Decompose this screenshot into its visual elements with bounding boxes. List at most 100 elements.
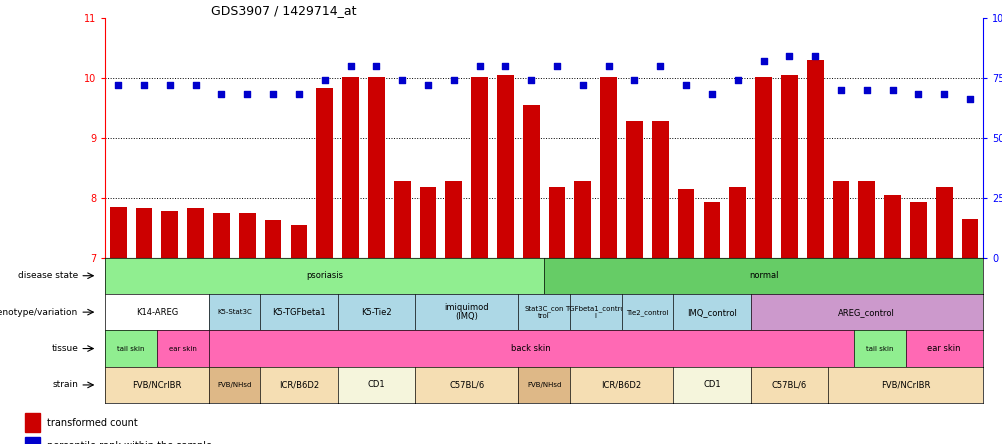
- Bar: [935, 187, 952, 258]
- Point: [471, 62, 487, 69]
- Text: IMQ_control: IMQ_control: [686, 308, 736, 317]
- Text: K5-Stat3C: K5-Stat3C: [216, 309, 252, 315]
- Bar: [187, 208, 203, 258]
- Point: [961, 96, 977, 103]
- Bar: [445, 181, 462, 258]
- Point: [781, 52, 797, 59]
- Bar: [471, 76, 488, 258]
- Bar: [574, 181, 590, 258]
- Bar: [394, 181, 410, 258]
- Point: [884, 86, 900, 93]
- Point: [110, 81, 126, 88]
- Text: C57BL/6: C57BL/6: [449, 381, 484, 389]
- Point: [600, 62, 616, 69]
- Text: tail skin: tail skin: [865, 345, 893, 352]
- Point: [626, 76, 642, 83]
- Point: [317, 76, 333, 83]
- Point: [265, 91, 281, 98]
- Point: [161, 81, 177, 88]
- Bar: [110, 206, 126, 258]
- Bar: [755, 76, 772, 258]
- Bar: [161, 211, 178, 258]
- Point: [729, 76, 745, 83]
- Text: psoriasis: psoriasis: [306, 271, 343, 280]
- Point: [935, 91, 951, 98]
- Text: imiquimod
(IMQ): imiquimod (IMQ): [444, 303, 489, 321]
- Point: [677, 81, 693, 88]
- Text: FVB/NCrIBR: FVB/NCrIBR: [132, 381, 181, 389]
- Bar: [316, 88, 333, 258]
- Bar: [599, 76, 616, 258]
- Point: [832, 86, 848, 93]
- Text: K5-Tie2: K5-Tie2: [361, 308, 391, 317]
- Text: ICR/B6D2: ICR/B6D2: [601, 381, 641, 389]
- Text: FVB/NCrIBR: FVB/NCrIBR: [880, 381, 929, 389]
- Point: [858, 86, 874, 93]
- Bar: [677, 189, 693, 258]
- Text: back skin: back skin: [511, 344, 550, 353]
- Text: ear skin: ear skin: [927, 344, 960, 353]
- Bar: [24, 413, 40, 432]
- Point: [910, 91, 926, 98]
- Point: [239, 91, 256, 98]
- Bar: [625, 121, 642, 258]
- Text: Tie2_control: Tie2_control: [625, 309, 668, 316]
- Bar: [548, 187, 565, 258]
- Text: CD1: CD1: [367, 381, 385, 389]
- Bar: [419, 187, 436, 258]
- Text: strain: strain: [52, 381, 78, 389]
- Text: K14-AREG: K14-AREG: [135, 308, 178, 317]
- Text: tail skin: tail skin: [117, 345, 144, 352]
- Point: [291, 91, 307, 98]
- Text: Stat3C_con
trol: Stat3C_con trol: [524, 305, 563, 319]
- Bar: [291, 225, 307, 258]
- Point: [703, 91, 719, 98]
- Point: [187, 81, 203, 88]
- Point: [651, 62, 667, 69]
- Bar: [858, 181, 875, 258]
- Text: FVB/NHsd: FVB/NHsd: [526, 382, 561, 388]
- Bar: [24, 437, 40, 444]
- Point: [213, 91, 229, 98]
- Point: [342, 62, 358, 69]
- Text: ear skin: ear skin: [168, 345, 196, 352]
- Point: [807, 52, 823, 59]
- Bar: [651, 121, 668, 258]
- Point: [755, 57, 771, 64]
- Text: transformed count: transformed count: [47, 417, 137, 428]
- Bar: [728, 187, 745, 258]
- Bar: [806, 59, 823, 258]
- Text: FVB/NHsd: FVB/NHsd: [217, 382, 252, 388]
- Point: [523, 76, 539, 83]
- Text: normal: normal: [748, 271, 778, 280]
- Text: GDS3907 / 1429714_at: GDS3907 / 1429714_at: [210, 4, 356, 16]
- Text: ICR/B6D2: ICR/B6D2: [279, 381, 319, 389]
- Text: TGFbeta1_control
l: TGFbeta1_control l: [564, 305, 626, 319]
- Bar: [342, 76, 359, 258]
- Bar: [497, 75, 513, 258]
- Bar: [702, 202, 719, 258]
- Text: K5-TGFbeta1: K5-TGFbeta1: [272, 308, 326, 317]
- Bar: [832, 181, 849, 258]
- Bar: [368, 76, 385, 258]
- Bar: [961, 218, 977, 258]
- Text: percentile rank within the sample: percentile rank within the sample: [47, 441, 212, 444]
- Bar: [884, 194, 900, 258]
- Bar: [522, 105, 539, 258]
- Text: AREG_control: AREG_control: [838, 308, 895, 317]
- Text: disease state: disease state: [18, 271, 78, 280]
- Bar: [212, 213, 229, 258]
- Bar: [135, 208, 152, 258]
- Point: [574, 81, 590, 88]
- Bar: [238, 213, 256, 258]
- Point: [548, 62, 564, 69]
- Point: [420, 81, 436, 88]
- Point: [394, 76, 410, 83]
- Text: C57BL/6: C57BL/6: [771, 381, 807, 389]
- Bar: [781, 75, 797, 258]
- Text: CD1: CD1: [702, 381, 720, 389]
- Point: [445, 76, 461, 83]
- Bar: [265, 220, 282, 258]
- Bar: [909, 202, 926, 258]
- Text: genotype/variation: genotype/variation: [0, 308, 78, 317]
